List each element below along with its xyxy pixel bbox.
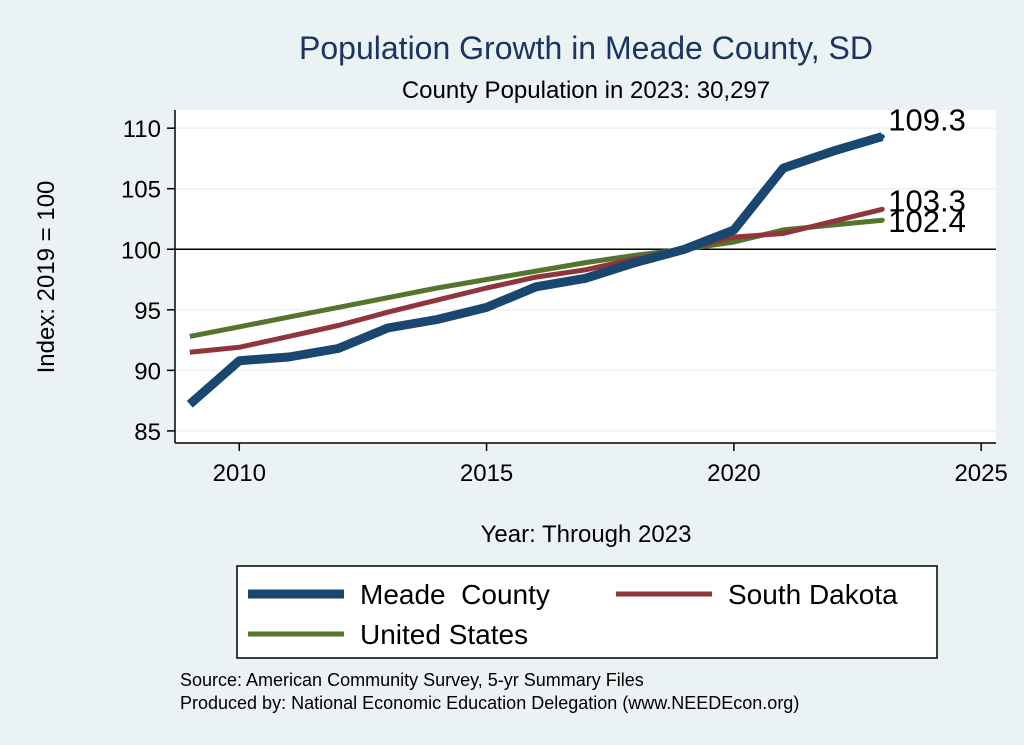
end-value-label: 103.3 xyxy=(888,183,966,218)
y-tick-label: 90 xyxy=(134,358,161,385)
x-tick-label: 2010 xyxy=(213,460,266,487)
source-note: Source: American Community Survey, 5-yr … xyxy=(180,670,644,690)
end-value-label: 102.4 xyxy=(888,204,966,239)
series-group xyxy=(186,132,885,408)
series-end-point xyxy=(879,217,885,223)
axes xyxy=(167,110,996,451)
tick-labels: 85 90 95 100 105 110 2010 2015 2020 2025 xyxy=(121,116,1008,487)
legend-label: Meade County xyxy=(360,579,550,610)
series-end-point xyxy=(879,206,885,212)
series-end-point xyxy=(879,134,885,140)
legend: Meade County South Dakota United States xyxy=(248,579,898,650)
series-line xyxy=(189,206,883,355)
y-tick-label: 100 xyxy=(121,237,161,264)
chart-subtitle: County Population in 2023: 30,297 xyxy=(402,77,770,104)
end-value-label: 109.3 xyxy=(888,103,966,138)
x-tick-label: 2020 xyxy=(707,460,760,487)
x-axis-title: Year: Through 2023 xyxy=(481,521,692,548)
legend-label: South Dakota xyxy=(728,579,898,610)
legend-box xyxy=(236,565,938,659)
x-tick-label: 2025 xyxy=(954,460,1007,487)
y-tick-label: 85 xyxy=(134,419,161,446)
y-tick-label: 95 xyxy=(134,298,161,325)
y-tick-label: 110 xyxy=(123,116,161,143)
x-tick-label: 2015 xyxy=(460,460,513,487)
chart-title: Population Growth in Meade County, SD xyxy=(299,30,873,66)
legend-label: United States xyxy=(360,619,528,650)
series-line xyxy=(186,132,884,408)
producer-note: Produced by: National Economic Education… xyxy=(180,693,799,713)
y-axis-title: Index: 2019 = 100 xyxy=(33,181,60,374)
y-tick-label: 105 xyxy=(121,177,161,204)
